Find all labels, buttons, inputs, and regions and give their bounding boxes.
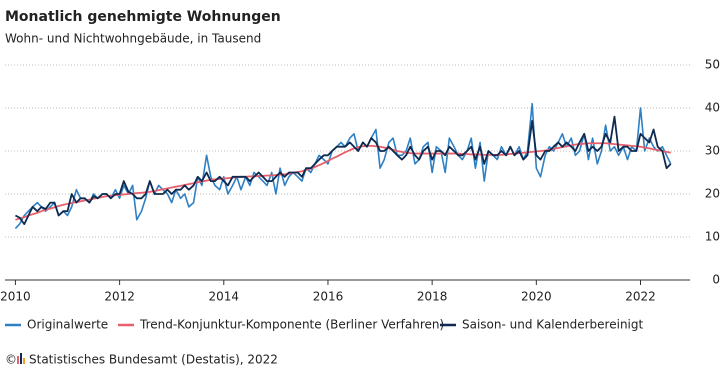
x-tick-label: 2022 [625,290,656,304]
legend-label: Saison- und Kalenderbereinigt [462,318,644,332]
source-icon [17,353,25,364]
series-line [15,142,671,221]
y-tick-label: 10 [705,230,720,244]
x-tick-label: 2018 [417,290,448,304]
y-tick-label: 0 [712,273,720,287]
chart-title: Monatlich genehmigte Wohnungen [5,9,281,25]
copyright: © [5,353,17,367]
legend-label: Originalwerte [27,318,108,332]
y-tick-label: 40 [705,101,720,115]
x-tick-label: 2016 [313,290,344,304]
x-tick-label: 2012 [104,290,135,304]
series-line [14,102,672,229]
legend-label: Trend-Konjunktur-Komponente (Berliner Ve… [139,318,444,332]
y-tick-label: 20 [705,187,720,201]
series-line [15,115,672,225]
x-tick-label: 2020 [521,290,552,304]
source: Statistisches Bundesamt (Destatis), 2022 [29,353,278,367]
y-tick-label: 30 [705,144,720,158]
y-tick-label: 50 [705,58,720,72]
x-tick-label: 2014 [209,290,240,304]
chart-subtitle: Wohn- und Nichtwohngebäude, in Tausend [5,32,261,46]
x-tick-label: 2010 [0,290,31,304]
